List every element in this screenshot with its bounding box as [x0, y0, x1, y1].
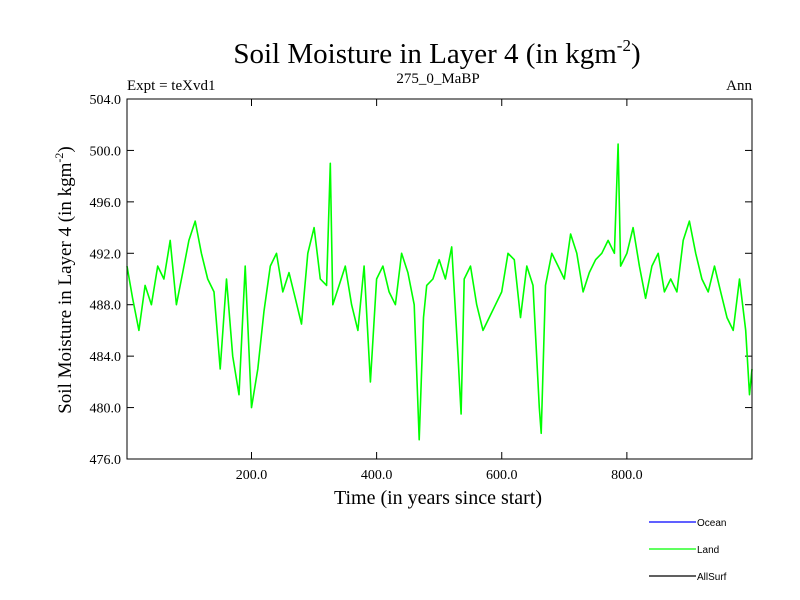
- y-tick-label: 492.0: [90, 247, 122, 262]
- x-tick-label: 400.0: [361, 468, 393, 483]
- y-tick-label: 500.0: [90, 144, 122, 159]
- axis-ticks: 476.0 480.0 484.0 488.0 492.0 496.0 500.0 504.0…: [90, 93, 752, 483]
- y-tick-label: 488.0: [90, 299, 122, 314]
- subtitle-experiment: Expt = teXvd1: [127, 78, 215, 94]
- y-tick-label: 480.0: [90, 402, 122, 417]
- legend: Ocean Land AllSurf: [649, 518, 727, 583]
- legend-label-ocean: Ocean: [697, 518, 726, 529]
- x-tick-label: 200.0: [236, 468, 268, 483]
- legend-label-land: Land: [697, 545, 719, 556]
- y-axis-label: Soil Moisture in Layer 4 (in kgm-2): [52, 146, 76, 414]
- y-tick-label: 476.0: [90, 453, 122, 468]
- y-tick-label: 496.0: [90, 196, 122, 211]
- series-line-land: [126, 143, 753, 441]
- y-tick-label: 504.0: [90, 93, 122, 108]
- x-tick-label: 600.0: [486, 468, 518, 483]
- legend-label-allsurf: AllSurf: [697, 572, 727, 583]
- x-tick-label: 800.0: [611, 468, 643, 483]
- subtitle-season: Ann: [726, 78, 752, 94]
- chart-title: Soil Moisture in Layer 4 (in kgm-2): [233, 36, 640, 70]
- series-layer: [126, 143, 753, 441]
- plot-frame: [126, 98, 753, 460]
- x-axis-label: Time (in years since start): [334, 487, 542, 509]
- y-tick-label: 484.0: [90, 350, 122, 365]
- subtitle-period: 275_0_MaBP: [396, 71, 479, 87]
